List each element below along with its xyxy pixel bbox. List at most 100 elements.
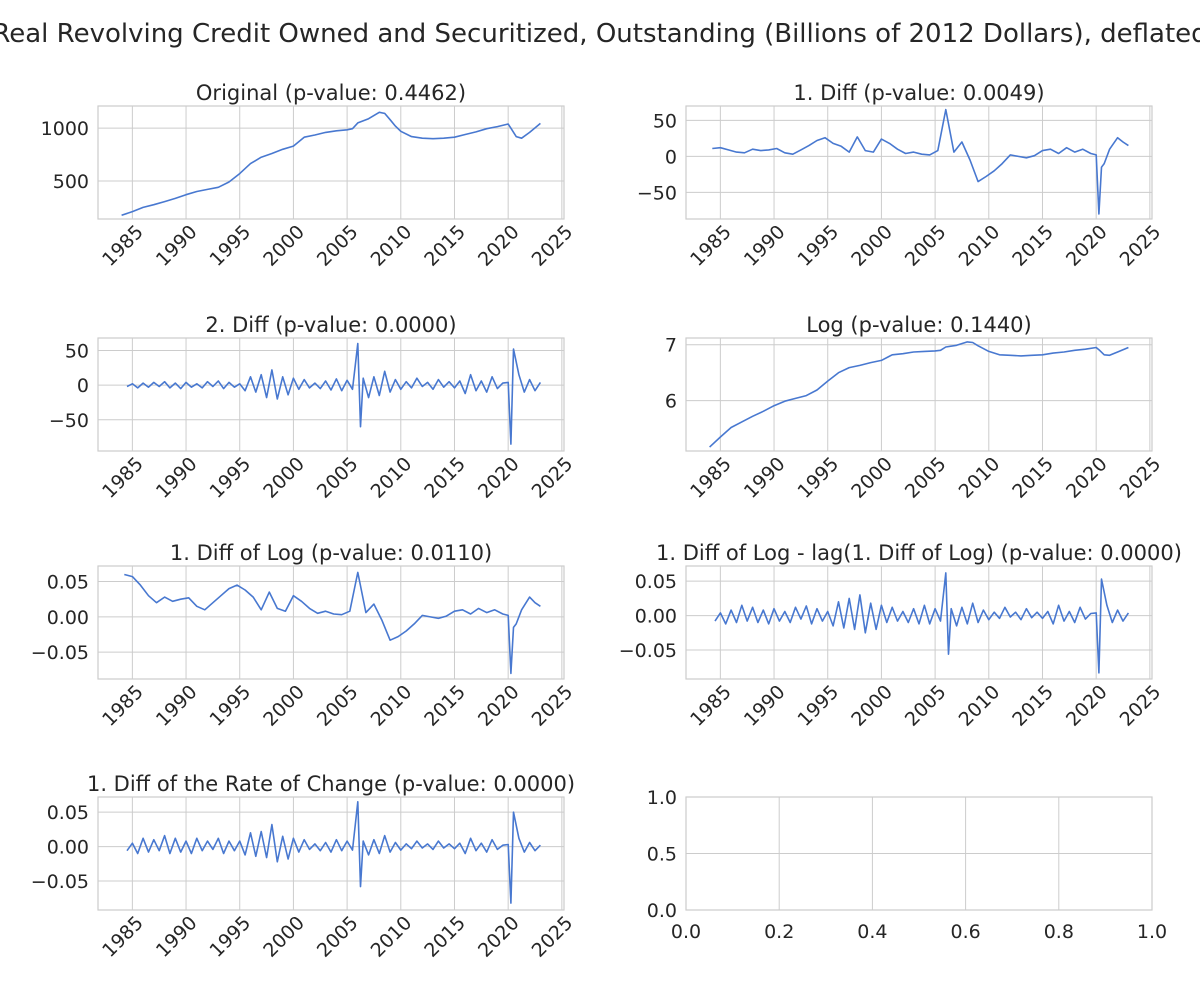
- x-tick-label: 1995: [206, 453, 256, 503]
- x-tick-label: 0.6: [950, 921, 980, 943]
- x-tick-label: 2015: [420, 221, 470, 271]
- series-line: [126, 342, 542, 445]
- x-tick-label: 2005: [901, 221, 951, 271]
- x-tick-label: 2015: [1008, 681, 1058, 731]
- series-line: [709, 341, 1129, 448]
- x-tick-label: 2020: [474, 912, 524, 962]
- x-tick-label: 2020: [1062, 681, 1112, 731]
- subplot-5: −0.05 0.00 0.05 1985 1990 1995 2000 2005 2010 201…: [31, 541, 578, 731]
- subplot-title: 1. Diff of Log (p-value: 0.0110): [170, 541, 492, 565]
- x-tick-label: 1985: [686, 453, 736, 503]
- x-tick-label: 2005: [313, 221, 363, 271]
- y-tick-label: −0.05: [619, 640, 677, 662]
- x-tick-label: 1995: [206, 681, 256, 731]
- y-tick-label: −50: [637, 182, 677, 204]
- x-tick-label: 1990: [152, 453, 202, 503]
- subplot-title: 1. Diff (p-value: 0.0049): [793, 81, 1044, 105]
- y-tick-label: 500: [53, 171, 89, 193]
- subplot-6: −0.05 0.00 0.05 1985 1990 1995 2000 2005 2010 201…: [619, 541, 1182, 731]
- subplot-2: −50 0 50 1985 1990 1995 2000 2005 2010 2015 2020 20…: [637, 81, 1165, 271]
- x-tick-label: 2000: [847, 221, 897, 271]
- plot-frame: [685, 337, 1153, 452]
- x-tick-label: 1985: [98, 453, 148, 503]
- y-tick-label: −50: [49, 410, 89, 432]
- x-tick-label: 1990: [152, 681, 202, 731]
- x-tick-label: 1995: [794, 221, 844, 271]
- x-tick-label: 0.2: [764, 921, 794, 943]
- subplot-3: −50 0 50 1985 1990 1995 2000 2005 2010 2015 2020 20…: [49, 313, 577, 503]
- y-tick-label: 0.0: [647, 900, 677, 922]
- y-tick-label: 0.00: [47, 607, 89, 629]
- x-tick-label: 1.0: [1137, 921, 1167, 943]
- plot-frame: [97, 337, 565, 452]
- x-tick-label: 2010: [367, 912, 417, 962]
- x-tick-label: 2000: [259, 453, 309, 503]
- subplot-title: Log (p-value: 0.1440): [806, 313, 1032, 337]
- y-tick-label: 0: [665, 146, 677, 168]
- x-tick-label: 2005: [313, 453, 363, 503]
- x-tick-label: 2000: [259, 221, 309, 271]
- x-tick-label: 2000: [847, 453, 897, 503]
- y-tick-label: 7: [665, 335, 677, 357]
- series-line: [124, 571, 541, 675]
- y-tick-label: 0.05: [47, 572, 89, 594]
- subplot-title: 1. Diff of the Rate of Change (p-value: …: [87, 772, 575, 796]
- subplot-title: 2. Diff (p-value: 0.0000): [205, 313, 456, 337]
- x-tick-label: 0.4: [857, 921, 887, 943]
- plot-frame: [685, 565, 1153, 680]
- y-tick-label: 50: [65, 340, 89, 362]
- x-tick-label: 2010: [367, 453, 417, 503]
- x-tick-label: 2020: [474, 681, 524, 731]
- x-tick-label: 1990: [740, 453, 790, 503]
- x-tick-label: 2000: [847, 681, 897, 731]
- subplot-title: Original (p-value: 0.4462): [196, 81, 466, 105]
- series-line: [712, 108, 1129, 215]
- y-tick-label: 0: [77, 375, 89, 397]
- x-tick-label: 2025: [1116, 681, 1166, 731]
- y-tick-label: 6: [665, 391, 677, 413]
- x-tick-label: 1985: [98, 681, 148, 731]
- y-tick-label: −0.05: [31, 871, 89, 893]
- x-tick-label: 2015: [1008, 221, 1058, 271]
- y-tick-label: 0.05: [47, 802, 89, 824]
- x-tick-label: 2015: [420, 453, 470, 503]
- x-tick-label: 1985: [686, 681, 736, 731]
- x-tick-label: 2015: [1008, 453, 1058, 503]
- x-tick-label: 2020: [1062, 453, 1112, 503]
- x-tick-label: 2000: [259, 681, 309, 731]
- x-tick-label: 0.8: [1044, 921, 1074, 943]
- series-line: [714, 572, 1130, 674]
- subplot-4: 6 7 1985 1990 1995 2000 2005 2010 2015 2020 2025 Lo…: [665, 313, 1165, 503]
- x-tick-label: 1995: [794, 681, 844, 731]
- x-tick-label: 0.0: [671, 921, 701, 943]
- figure-title: Real Revolving Credit Owned and Securiti…: [0, 19, 1200, 49]
- x-tick-label: 1985: [98, 221, 148, 271]
- x-tick-label: 1990: [740, 681, 790, 731]
- y-tick-label: −0.05: [31, 642, 89, 664]
- subplot-1: 500 1000 1985 1990 1995 2000 2005 2010 2015 2020 2…: [41, 81, 578, 271]
- x-tick-label: 2015: [420, 681, 470, 731]
- x-tick-label: 1995: [206, 912, 256, 962]
- x-tick-label: 2020: [474, 453, 524, 503]
- plot-frame: [685, 796, 1153, 911]
- x-tick-label: 2005: [901, 453, 951, 503]
- plot-frame: [97, 796, 565, 911]
- x-tick-label: 2025: [528, 681, 578, 731]
- x-tick-label: 1995: [794, 453, 844, 503]
- x-tick-label: 2020: [1062, 221, 1112, 271]
- series-line: [126, 800, 541, 904]
- x-tick-label: 2025: [528, 912, 578, 962]
- x-tick-label: 2010: [955, 221, 1005, 271]
- y-tick-label: 1.0: [647, 787, 677, 809]
- y-tick-label: 0.00: [635, 606, 677, 628]
- x-tick-label: 2025: [528, 221, 578, 271]
- x-tick-label: 2025: [528, 453, 578, 503]
- series-line: [121, 111, 541, 217]
- y-tick-label: 0.5: [647, 844, 677, 866]
- subplot-title: 1. Diff of Log - lag(1. Diff of Log) (p-…: [656, 541, 1182, 565]
- x-tick-label: 2005: [313, 912, 363, 962]
- x-tick-label: 1985: [686, 221, 736, 271]
- x-tick-label: 2025: [1116, 221, 1166, 271]
